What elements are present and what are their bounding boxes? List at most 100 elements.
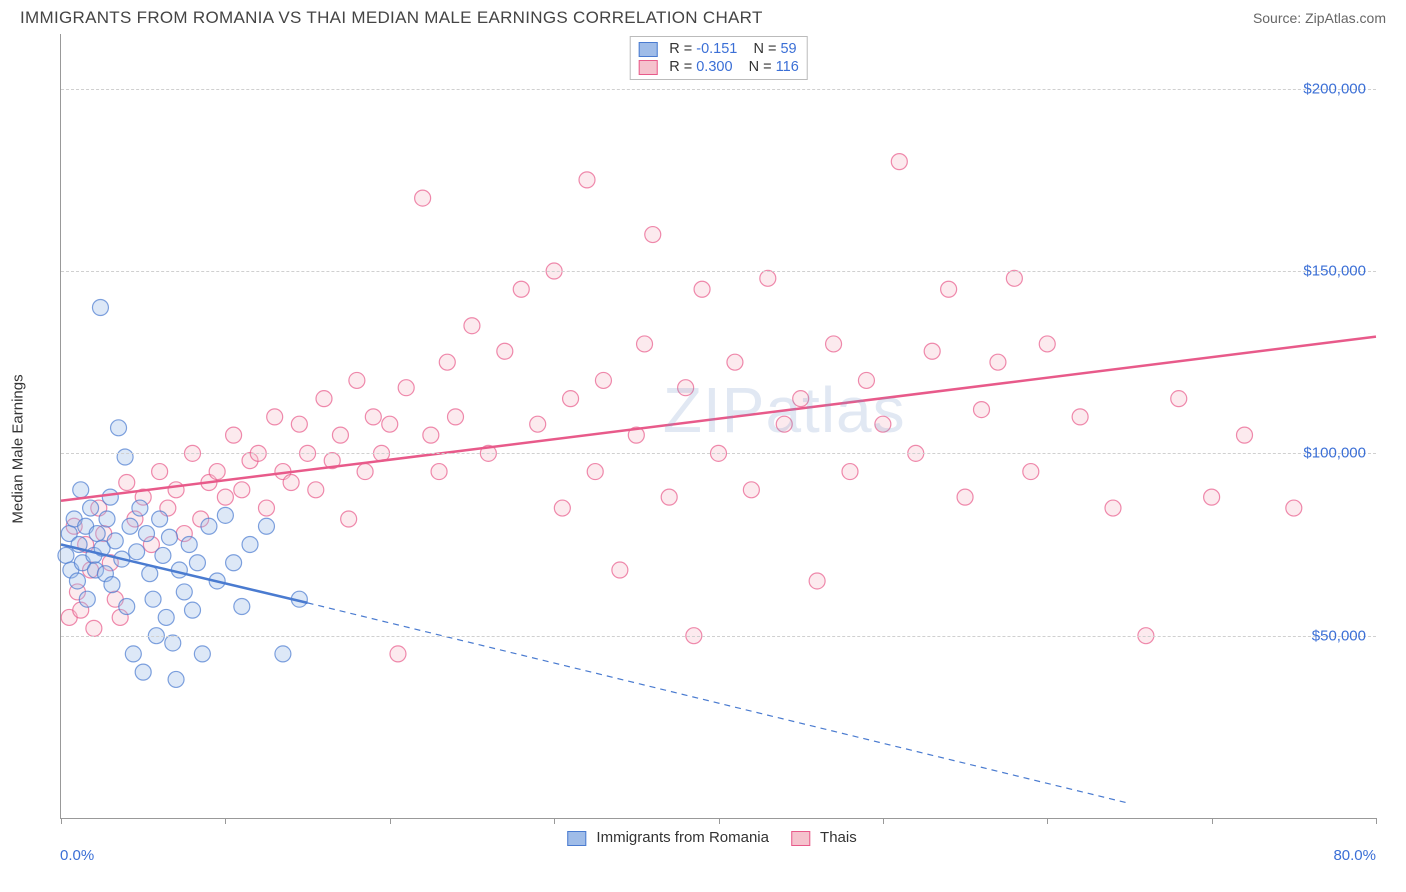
trend-line <box>308 603 1130 804</box>
chart-header: IMMIGRANTS FROM ROMANIA VS THAI MEDIAN M… <box>0 0 1406 32</box>
data-point <box>341 511 357 527</box>
y-tick-label: $150,000 <box>1303 263 1366 280</box>
y-axis-label: Median Male Earnings <box>10 374 27 523</box>
data-point <box>357 464 373 480</box>
y-tick-label: $100,000 <box>1303 445 1366 462</box>
gridline-h <box>61 271 1376 272</box>
legend-label-romania: Immigrants from Romania <box>596 829 769 846</box>
data-point <box>129 544 145 560</box>
data-point <box>152 511 168 527</box>
gridline-h <box>61 453 1376 454</box>
data-point <box>1072 409 1088 425</box>
data-point <box>365 409 381 425</box>
data-point <box>990 354 1006 370</box>
data-point <box>168 482 184 498</box>
data-point <box>349 372 365 388</box>
data-point <box>957 489 973 505</box>
data-point <box>125 646 141 662</box>
data-point <box>513 281 529 297</box>
swatch-romania-bottom <box>567 831 586 846</box>
data-point <box>382 416 398 432</box>
data-point <box>858 372 874 388</box>
correlation-legend: R = -0.151 N = 59 R = 0.300 N = 116 <box>629 36 808 80</box>
source-attribution: Source: ZipAtlas.com <box>1253 10 1386 26</box>
x-tick <box>225 818 226 824</box>
data-point <box>138 526 154 542</box>
data-point <box>1039 336 1055 352</box>
data-point <box>661 489 677 505</box>
trend-line <box>61 337 1376 501</box>
data-point <box>132 500 148 516</box>
data-point <box>760 270 776 286</box>
data-point <box>530 416 546 432</box>
data-point <box>86 620 102 636</box>
data-point <box>201 518 217 534</box>
data-point <box>209 464 225 480</box>
data-point <box>258 500 274 516</box>
y-tick-label: $200,000 <box>1303 80 1366 97</box>
data-point <box>226 555 242 571</box>
data-point <box>217 489 233 505</box>
data-point <box>554 500 570 516</box>
data-point <box>727 354 743 370</box>
gridline-h <box>61 636 1376 637</box>
data-point <box>283 475 299 491</box>
data-point <box>194 646 210 662</box>
data-point <box>637 336 653 352</box>
data-point <box>119 475 135 491</box>
thais-n-value: 116 <box>776 59 799 75</box>
data-point <box>89 526 105 542</box>
romania-r-value: -0.151 <box>696 41 737 57</box>
data-point <box>152 464 168 480</box>
swatch-thais <box>638 60 657 75</box>
data-point <box>145 591 161 607</box>
data-point <box>234 599 250 615</box>
data-point <box>316 391 332 407</box>
data-point <box>448 409 464 425</box>
data-point <box>158 609 174 625</box>
data-point <box>645 227 661 243</box>
thais-r-value: 0.300 <box>696 59 732 75</box>
r-label: R = <box>669 41 692 57</box>
data-point <box>826 336 842 352</box>
data-point <box>1006 270 1022 286</box>
data-point <box>92 299 108 315</box>
data-point <box>1171 391 1187 407</box>
data-point <box>924 343 940 359</box>
data-point <box>135 664 151 680</box>
data-point <box>612 562 628 578</box>
data-point <box>73 482 89 498</box>
x-tick <box>1212 818 1213 824</box>
data-point <box>83 500 99 516</box>
data-point <box>217 507 233 523</box>
data-point <box>242 537 258 553</box>
data-point <box>891 154 907 170</box>
x-tick <box>883 818 884 824</box>
scatter-plot-svg <box>61 34 1376 818</box>
x-tick <box>390 818 391 824</box>
data-point <box>111 420 127 436</box>
legend-label-thais: Thais <box>820 829 857 846</box>
x-axis-start-label: 0.0% <box>60 847 94 864</box>
data-point <box>1023 464 1039 480</box>
data-point <box>79 591 95 607</box>
x-axis-end-label: 80.0% <box>1333 847 1376 864</box>
y-tick-label: $50,000 <box>1312 627 1366 644</box>
series-legend: Immigrants from Romania Thais <box>549 829 856 846</box>
data-point <box>181 537 197 553</box>
data-point <box>743 482 759 498</box>
data-point <box>875 416 891 432</box>
data-point <box>398 380 414 396</box>
data-point <box>415 190 431 206</box>
x-tick <box>1047 818 1048 824</box>
data-point <box>107 533 123 549</box>
data-point <box>563 391 579 407</box>
data-point <box>595 372 611 388</box>
r-label: R = <box>669 59 692 75</box>
data-point <box>423 427 439 443</box>
data-point <box>258 518 274 534</box>
data-point <box>497 343 513 359</box>
romania-n-value: 59 <box>780 41 796 57</box>
data-point <box>1105 500 1121 516</box>
data-point <box>1286 500 1302 516</box>
